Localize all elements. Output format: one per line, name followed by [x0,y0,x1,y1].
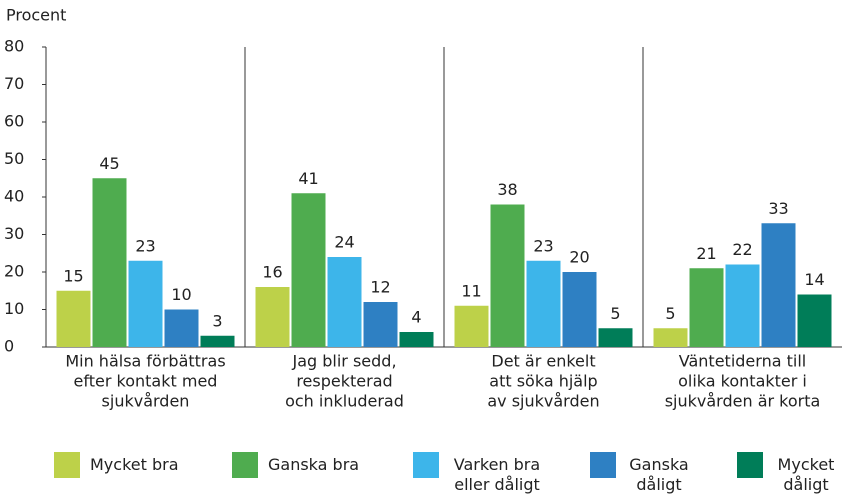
bar [291,193,326,347]
legend-swatch [737,452,763,478]
legend-label: Mycket bra [90,455,179,474]
legend-item: Mycket dåligt [737,452,839,495]
legend-label: Ganska bra [268,455,360,474]
legend-swatch [413,452,439,478]
data-label: 24 [334,233,354,252]
legend-label: Ganska dåligt [629,455,689,494]
legend-swatch [232,452,258,478]
data-label: 22 [732,240,752,259]
legend-item: Ganska bra [232,452,359,478]
chart: Procent 0 10 20 30 40 50 60 70 80 Min hälsa förbä… [4,6,842,411]
bar [761,223,796,347]
data-label: 41 [298,169,318,188]
bar [797,294,832,347]
data-label: 21 [696,244,716,263]
x-tick-label: respekterad [296,372,392,391]
x-tick-label: att söka hjälp [489,372,597,391]
data-label: 45 [99,154,119,173]
y-tick-label: 60 [4,112,24,131]
x-tick-label: Min hälsa förbättras [65,352,225,371]
bar [56,290,91,347]
bar [399,332,434,347]
data-label: 5 [610,304,620,323]
bar [725,264,760,347]
legend-swatch [54,452,80,478]
data-label: 15 [63,266,83,285]
y-tick-label: 50 [4,149,24,168]
bar [689,268,724,347]
bar [164,309,199,347]
data-label: 4 [411,308,421,327]
data-label: 33 [768,199,788,218]
data-label: 10 [171,285,191,304]
x-tick-label: sjukvården [102,392,190,411]
y-tick-label: 10 [4,299,24,318]
data-label: 38 [497,180,517,199]
data-label: 23 [135,236,155,255]
x-tick-label: Det är enkelt [491,352,595,371]
x-tick-label: efter kontakt med [74,372,218,391]
bar [200,335,235,347]
x-tick-label: av sjukvården [487,392,599,411]
bar [653,328,688,347]
bar [490,204,525,347]
bar [255,287,290,347]
bar [598,328,633,347]
data-label: 5 [665,304,675,323]
x-tick-label: Väntetiderna till [679,352,806,371]
x-tick-label: och inkluderad [285,392,404,411]
legend-item: Ganska dåligt [590,452,692,495]
data-label: 14 [804,270,824,289]
y-tick-label: 40 [4,187,24,206]
data-label: 3 [212,311,222,330]
legend-swatch [590,452,616,478]
legend-item: Varken bra eller dåligt [413,452,545,495]
y-tick-label: 30 [4,224,24,243]
bar [526,260,561,347]
y-tick-label: 70 [4,74,24,93]
bar [92,178,127,347]
data-label: 20 [569,248,589,267]
legend-item: Mycket bra [54,452,179,478]
bar [128,260,163,347]
data-label: 11 [461,281,481,300]
data-label: 23 [533,236,553,255]
bar [327,257,362,347]
bar [454,305,489,347]
data-label: 16 [262,263,282,282]
y-tick-label: 80 [4,37,24,56]
x-tick-label: Jag blir sedd, [291,352,396,371]
data-label: 12 [370,278,390,297]
bar [562,272,597,347]
y-tick-label: 20 [4,262,24,281]
legend-label: Mycket dåligt [777,455,835,494]
x-tick-label: sjukvården är korta [665,392,821,411]
legend: Mycket bra Ganska bra Varken bra eller dål… [0,452,842,500]
y-tick-label: 0 [4,337,14,356]
bar [363,302,398,347]
y-axis-label: Procent [6,6,66,25]
legend-label: Varken bra eller dåligt [453,455,541,494]
x-tick-label: olika kontakter i [678,372,807,391]
